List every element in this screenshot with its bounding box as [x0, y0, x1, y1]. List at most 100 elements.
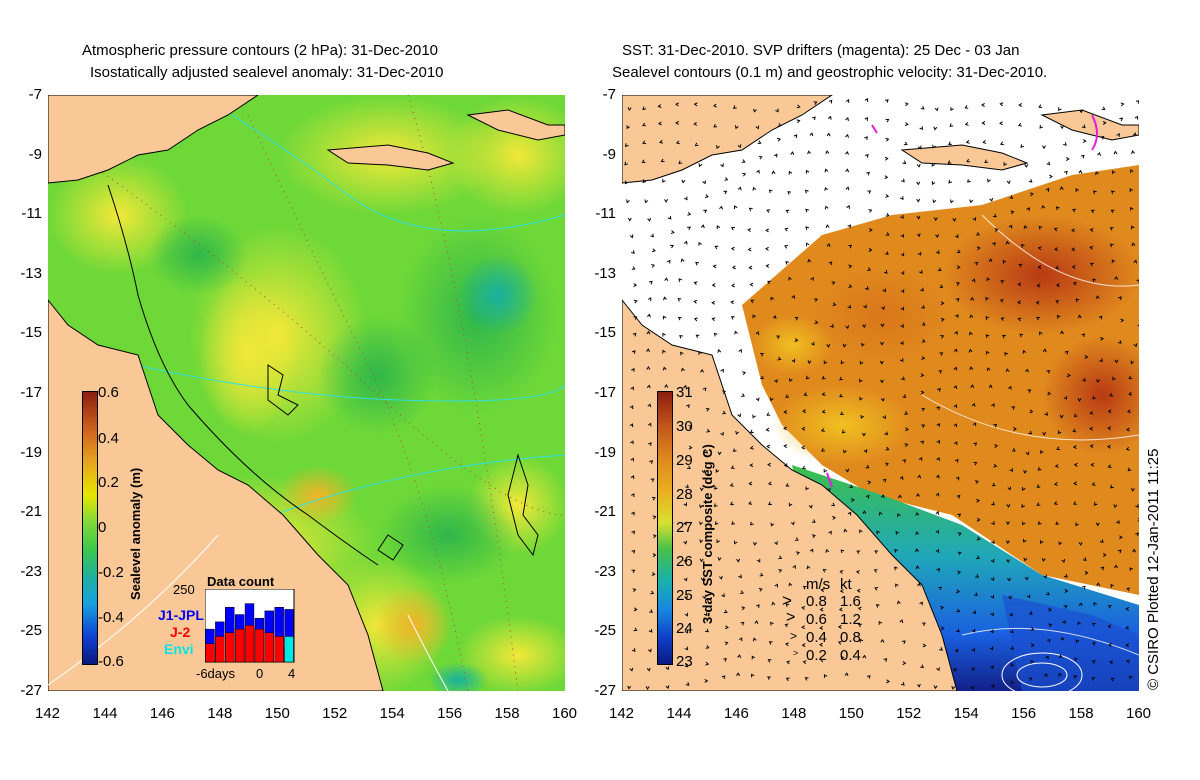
velocity-arrow: [1110, 484, 1114, 489]
velocity-arrow: [1084, 355, 1089, 359]
lon-tick-left-2: 146: [149, 705, 175, 722]
velocity-arrow: [1010, 646, 1015, 650]
velocity-arrow: [633, 299, 638, 304]
velocity-arrow: [748, 265, 753, 270]
velocity-arrow: [1091, 677, 1096, 681]
velocity-arrow: [1129, 188, 1134, 192]
velocity-arrow: [957, 532, 962, 537]
velocity-arrow: [1047, 391, 1052, 396]
velocity-arrow: [868, 247, 873, 252]
lat-tick-left-1: -9: [28, 145, 42, 163]
velocity-arrow: [1046, 161, 1051, 166]
velocity-arrow: [805, 169, 810, 174]
velocity-arrow: [737, 144, 742, 149]
velocity-arrow: [880, 494, 885, 499]
velocity-arrow: [856, 550, 861, 554]
velocity-arrow: [1114, 276, 1119, 280]
velocity-ms-0: 0.8: [806, 593, 827, 610]
velocity-arrow: [1107, 444, 1111, 449]
velocity-arrow: [840, 655, 845, 660]
velocity-arrow: [647, 403, 652, 408]
velocity-arrow: [882, 288, 886, 293]
velocity-arrow: [802, 585, 807, 590]
velocity-arrow: [737, 186, 742, 191]
velocity-arrow: [933, 685, 938, 690]
velocity-arrow: [657, 104, 662, 108]
velocity-arrow-icon-2: >: [790, 629, 798, 643]
velocity-arrow: [1044, 411, 1048, 416]
velocity-arrow: [1037, 265, 1042, 270]
velocity-arrow: [633, 627, 638, 632]
velocity-arrow: [698, 351, 702, 355]
velocity-kt-0: 1.6: [840, 593, 861, 610]
velocity-arrow: [859, 396, 863, 401]
velocity-arrow: [801, 606, 806, 610]
velocity-arrow: [937, 388, 941, 392]
velocity-arrow: [1021, 487, 1026, 491]
velocity-arrow: [875, 604, 880, 608]
velocity-arrow: [1125, 625, 1130, 630]
velocity-arrow: [1009, 468, 1014, 472]
velocity-arrow: [842, 343, 847, 348]
velocity-arrow: [652, 553, 657, 558]
velocity-arrow: [990, 594, 995, 599]
velocity-arrow: [756, 169, 760, 174]
velocity-arrow: [1024, 576, 1029, 581]
velocity-arrow: [1125, 607, 1130, 611]
velocity-kt-3: 0.4: [840, 647, 861, 664]
velocity-arrow: [921, 338, 926, 343]
velocity-arrow: [1054, 463, 1059, 468]
velocity-arrow: [880, 341, 884, 346]
velocity-arrow: [785, 642, 789, 647]
velocity-arrow: [885, 462, 890, 467]
velocity-arrow: [969, 199, 974, 204]
velocity-arrow: [991, 501, 995, 506]
velocity-arrow: [965, 139, 970, 144]
velocity-arrow: [976, 555, 981, 560]
velocity-arrow: [747, 228, 752, 232]
velocity-arrow: [865, 494, 870, 499]
velocity-arrow: [646, 330, 651, 335]
velocity-arrow: [916, 198, 921, 203]
data-count-bar-j2-4: [244, 625, 255, 663]
velocity-arrow: [999, 299, 1004, 303]
velocity-arrow: [683, 577, 688, 582]
velocity-arrow: [899, 619, 904, 624]
velocity-arrow: [1092, 642, 1096, 646]
velocity-arrow: [985, 316, 990, 320]
velocity-arrow: [1056, 314, 1061, 319]
velocity-arrow: [738, 637, 743, 642]
velocity-arrow: [832, 516, 837, 520]
velocity-arrow: [866, 171, 870, 176]
velocity-arrow: [904, 443, 909, 448]
velocity-arrow: [822, 568, 827, 573]
velocity-arrow: [1120, 318, 1125, 323]
velocity-arrow: [765, 246, 769, 251]
velocity-arrow: [1011, 406, 1016, 410]
velocity-arrow: [1064, 589, 1069, 594]
lon-tick-right-0: 142: [609, 705, 635, 722]
velocity-arrow: [1102, 553, 1107, 557]
velocity-arrow: [1002, 334, 1006, 339]
velocity-arrow: [677, 298, 682, 302]
velocity-arrow: [971, 667, 975, 672]
velocity-arrow: [1045, 591, 1050, 596]
velocity-arrow: [920, 105, 925, 110]
velocity-arrow: [785, 483, 790, 487]
lon-tick-left-6: 154: [379, 705, 405, 722]
lat-tick-left-4: -15: [20, 324, 42, 342]
velocity-arrow: [843, 528, 848, 533]
velocity-arrow: [1117, 549, 1122, 554]
velocity-arrow: [1128, 391, 1133, 396]
velocity-arrow: [986, 367, 991, 372]
velocity-arrow: [813, 101, 818, 105]
velocity-arrow: [662, 332, 666, 337]
velocity-arrow: [1013, 427, 1017, 431]
velocity-arrow: [953, 441, 958, 446]
velocity-arrow: [683, 521, 688, 526]
velocity-arrow: [713, 332, 718, 337]
velocity-arrow: [632, 588, 637, 593]
velocity-arrow: [807, 360, 812, 365]
velocity-ms-1: 0.6: [806, 611, 827, 628]
lat-tick-left-9: -25: [20, 622, 42, 640]
